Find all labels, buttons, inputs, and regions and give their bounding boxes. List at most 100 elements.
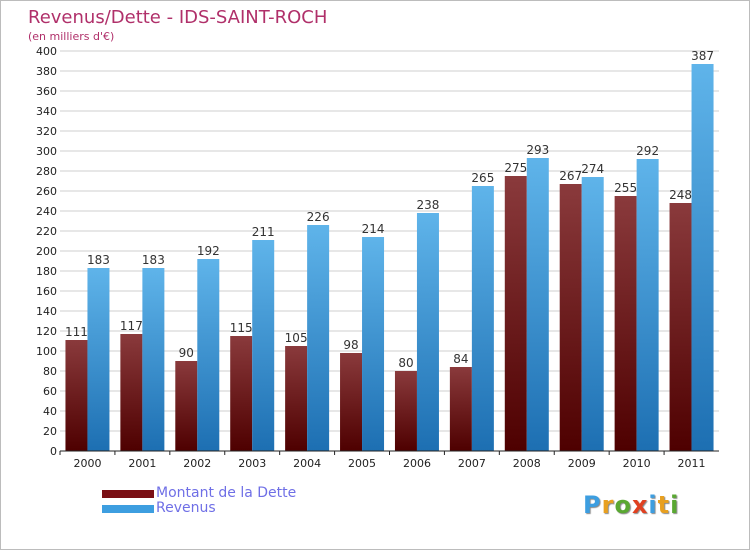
y-tick-label: 220 xyxy=(36,225,57,238)
bar-debt-2003 xyxy=(230,336,253,451)
x-tick-label: 2004 xyxy=(293,457,321,470)
bar-revenue-2006 xyxy=(416,213,439,451)
logo-letter: x xyxy=(631,491,649,519)
legend-swatch-revenue xyxy=(102,505,154,513)
data-labels: 111 183 117 183 90 192 115 211 105 226 98 214 80 238 8… xyxy=(65,49,714,370)
data-label-revenue-2001: 183 xyxy=(142,253,165,267)
data-label-debt-2011: 248 xyxy=(669,188,692,202)
x-tick-label: 2000 xyxy=(73,457,101,470)
y-tick-label: 140 xyxy=(36,305,57,318)
data-label-debt-2010: 255 xyxy=(614,181,637,195)
data-label-debt-2001: 117 xyxy=(120,319,143,333)
bar-debt-2005 xyxy=(340,353,363,451)
y-tick-label: 280 xyxy=(36,165,57,178)
bar-revenue-2005 xyxy=(362,237,385,451)
data-label-debt-2007: 84 xyxy=(453,352,468,366)
y-tick-label: 0 xyxy=(50,445,57,458)
data-label-debt-2002: 90 xyxy=(179,346,194,360)
chart-subtitle: (en milliers d'€) xyxy=(28,30,115,43)
y-tick-label: 100 xyxy=(36,345,57,358)
x-tick-label: 2001 xyxy=(128,457,156,470)
bar-revenue-2001 xyxy=(142,268,165,451)
data-label-debt-2005: 98 xyxy=(343,338,358,352)
bar-debt-2004 xyxy=(285,346,308,451)
grid-lines xyxy=(60,50,719,452)
y-tick-label: 300 xyxy=(36,145,57,158)
logo-letter: i xyxy=(648,491,658,519)
legend-label-debt: Montant de la Dette xyxy=(156,485,297,501)
y-tick-label: 320 xyxy=(36,125,57,138)
bar-debt-2011 xyxy=(669,203,692,451)
x-tick-label: 2007 xyxy=(458,457,486,470)
data-label-revenue-2005: 214 xyxy=(362,222,385,236)
data-label-revenue-2003: 211 xyxy=(252,225,275,239)
x-tick-label: 2006 xyxy=(403,457,431,470)
data-label-revenue-2000: 183 xyxy=(87,253,110,267)
bar-revenue-2008 xyxy=(526,158,549,451)
y-tick-label: 340 xyxy=(36,105,57,118)
proxiti-logo: Proxiti xyxy=(583,491,679,519)
data-label-revenue-2007: 265 xyxy=(471,171,494,185)
y-tick-label: 160 xyxy=(36,285,57,298)
bar-revenue-2007 xyxy=(471,186,494,451)
bar-revenue-2004 xyxy=(307,225,330,451)
logo-letter: t xyxy=(657,491,671,519)
data-label-debt-2008: 275 xyxy=(504,161,527,175)
bar-debt-2006 xyxy=(394,371,417,451)
data-label-debt-2006: 80 xyxy=(398,356,413,370)
x-tick-label: 2002 xyxy=(183,457,211,470)
logo-letter: r xyxy=(601,491,615,519)
chart-title: Revenus/Dette - IDS-SAINT-ROCH xyxy=(28,7,328,28)
y-tick-label: 60 xyxy=(43,385,57,398)
y-tick-label: 380 xyxy=(36,65,57,78)
data-label-debt-2003: 115 xyxy=(230,321,253,335)
y-tick-label: 180 xyxy=(36,265,57,278)
y-tick-label: 200 xyxy=(36,245,57,258)
legend-swatch-debt xyxy=(102,490,154,498)
logo-letter: o xyxy=(614,491,632,519)
bar-revenue-2003 xyxy=(252,240,275,451)
data-label-revenue-2011: 387 xyxy=(691,49,714,63)
y-tick-label: 240 xyxy=(36,205,57,218)
bar-revenue-2011 xyxy=(691,64,714,451)
bars xyxy=(65,64,714,451)
x-tick-label: 2010 xyxy=(623,457,651,470)
logo-letter: i xyxy=(670,491,680,519)
bar-debt-2007 xyxy=(449,367,472,451)
x-tick-label: 2008 xyxy=(513,457,541,470)
bar-debt-2010 xyxy=(614,196,637,451)
x-axis: 2000 2001 2002 2003 2004 2005 2006 2007 2008 2009… xyxy=(59,450,719,470)
legend-label-revenue: Revenus xyxy=(156,500,216,516)
y-tick-label: 400 xyxy=(36,45,57,58)
x-tick-label: 2005 xyxy=(348,457,376,470)
y-tick-label: 260 xyxy=(36,185,57,198)
data-label-revenue-2006: 238 xyxy=(417,198,440,212)
y-axis: 0 20 40 60 80 100 120 140 160 180 200 220 240 260 280 3… xyxy=(36,45,57,458)
data-label-debt-2000: 111 xyxy=(65,325,88,339)
data-label-revenue-2010: 292 xyxy=(636,144,659,158)
bar-debt-2001 xyxy=(120,334,143,451)
data-label-debt-2004: 105 xyxy=(285,331,308,345)
y-tick-label: 80 xyxy=(43,365,57,378)
bar-revenue-2009 xyxy=(581,177,604,451)
y-tick-label: 20 xyxy=(43,425,57,438)
logo-letter: P xyxy=(583,491,602,519)
x-tick-label: 2009 xyxy=(568,457,596,470)
bar-debt-2002 xyxy=(175,361,198,451)
bar-revenue-2002 xyxy=(197,259,220,451)
bar-revenue-2010 xyxy=(636,159,659,451)
x-tick-label: 2011 xyxy=(678,457,706,470)
bar-debt-2008 xyxy=(504,176,527,451)
y-tick-label: 360 xyxy=(36,85,57,98)
bar-debt-2000 xyxy=(65,340,88,451)
data-label-revenue-2004: 226 xyxy=(307,210,330,224)
y-tick-label: 120 xyxy=(36,325,57,338)
data-label-revenue-2009: 274 xyxy=(581,162,604,176)
data-label-revenue-2008: 293 xyxy=(526,143,549,157)
y-tick-label: 40 xyxy=(43,405,57,418)
bar-debt-2009 xyxy=(559,184,582,451)
data-label-revenue-2002: 192 xyxy=(197,244,220,258)
data-label-debt-2009: 267 xyxy=(559,169,582,183)
